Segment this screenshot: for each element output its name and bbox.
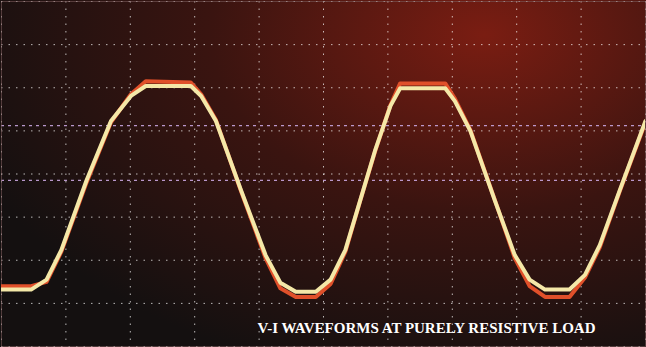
svg-text:V-I WAVEFORMS AT PURELY RESIST: V-I WAVEFORMS AT PURELY RESISTIVE LOAD xyxy=(257,320,595,336)
